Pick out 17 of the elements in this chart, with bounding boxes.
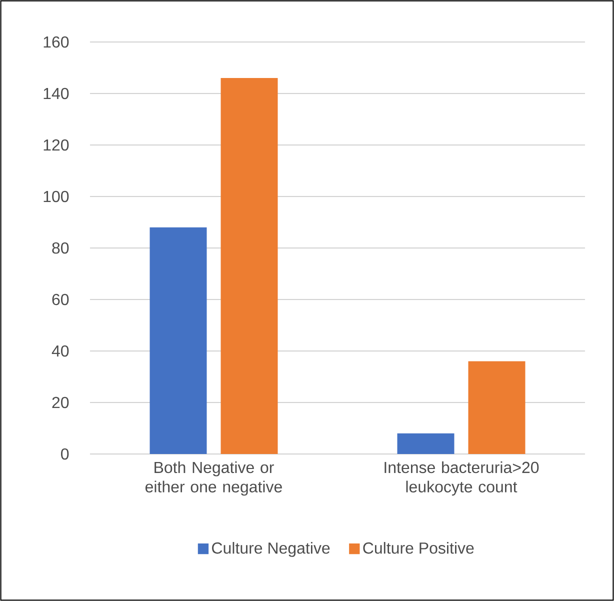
y-tick-label: 0 — [61, 448, 69, 460]
bar — [468, 361, 526, 454]
y-tick-label: 60 — [52, 294, 69, 306]
legend-label: Culture Negative — [212, 542, 330, 557]
bar — [397, 433, 454, 454]
y-tick-label: 160 — [44, 36, 69, 48]
y-tick-label: 40 — [52, 345, 69, 357]
x-tick-label: Both Negative or either one negative — [145, 461, 282, 496]
y-tick-label: 100 — [44, 190, 69, 202]
legend-label: Culture Positive — [363, 542, 474, 554]
y-tick-label: 120 — [44, 139, 69, 151]
x-tick-label: Intense bacteruria>20 leukocyte count — [384, 461, 539, 496]
y-tick-label: 20 — [52, 396, 69, 408]
y-tick-label: 140 — [44, 88, 69, 100]
bar — [150, 227, 207, 454]
bar — [220, 78, 278, 454]
y-tick-label: 80 — [52, 242, 69, 254]
